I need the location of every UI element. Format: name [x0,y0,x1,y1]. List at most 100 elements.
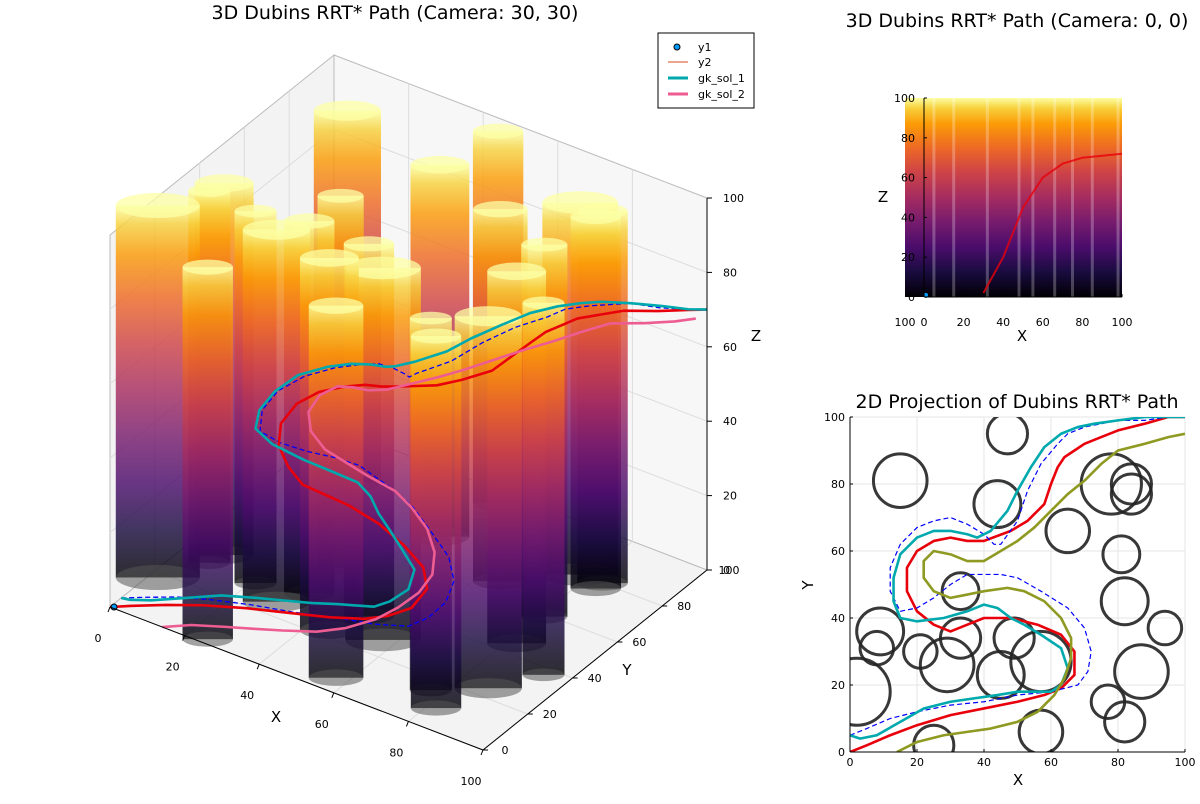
obstacle-cylinder-base [410,700,462,716]
x-axis-label-front: X [1017,327,1027,345]
y-tick-label: 80 [677,600,691,613]
x-axis-label-3d: X [271,708,281,726]
path-2d-series-2 [850,417,1185,736]
obstacle-cylinder-top [234,204,277,218]
y-tick-label-2d: 80 [831,478,845,491]
chart-title-3d-main: 3D Dubins RRT* Path (Camera: 30, 30) [212,2,579,24]
x-tick-label-2d: 40 [977,756,991,769]
chart-title-3d-front: 3D Dubins RRT* Path (Camera: 0, 0) [846,10,1189,32]
obstacle-cylinder-top [308,297,364,314]
obstacle-circle [985,417,1030,456]
obstacle-circle [1109,472,1154,516]
obstacle-circle [940,571,981,612]
obstacle-cylinder-top [410,155,470,174]
obstacle-cylinder-top [409,311,452,325]
y-axis-line [482,569,708,751]
y-tick-label: 60 [632,636,646,649]
legend: y1 y2 gk_sol_1 gk_sol_2 [657,32,755,109]
z-axis-label-3d: Z [751,327,761,345]
x-tick-label: 100 [461,775,482,788]
z-axis-label-front: Z [878,188,888,206]
obstacle-circle [912,723,956,752]
x-tick-mark [480,749,484,756]
obstacle-circle [938,616,983,660]
x-axis-line [109,606,484,751]
obstacle-cylinder-top [521,237,568,252]
obstacle-cylinder-top [472,123,524,139]
y-tick-label: 20 [543,708,557,721]
y-axis-label-2d: Y [799,580,817,591]
x-tick-label-2d: 100 [1175,756,1196,769]
front-x-tick-label: 80 [1075,316,1089,329]
front-z-tick-label: 40 [901,211,915,224]
front-x-tick-label: 0 [921,316,928,329]
z-tick-label: 40 [723,415,737,428]
obstacle-cylinder-body [182,267,233,640]
obstacle-cylinder-base [115,564,200,591]
obstacle-circle [1146,609,1184,647]
front-x-tick-label: 20 [957,316,971,329]
obstacle-circle [871,452,929,509]
chart-title-2d: 2D Projection of Dubins RRT* Path [856,391,1179,413]
obstacle-cylinder-body [410,336,462,709]
obstacle-cylinder-top [182,259,233,275]
obstacle-cylinder-top [454,306,522,327]
cylinder-edge-stripe [952,98,956,297]
path-3d-red [109,308,708,621]
x-axis-label-2d: X [1013,771,1023,789]
obstacle-circle [972,479,1023,530]
x-tick-label-2d: 80 [1111,756,1125,769]
front-x-tick-label: 40 [996,316,1010,329]
y-tick-label: 100 [719,564,740,577]
cylinder-projection-fill [905,98,1122,297]
cylinder-edge-stripe [1071,98,1074,297]
obstacle-cylinder-top [317,188,364,203]
obstacle-cylinder-top [410,328,462,344]
y-tick-label-2d: 20 [831,679,845,692]
x-tick-mark [107,606,111,613]
x-tick-label: 80 [389,746,403,759]
y-tick-label-2d: 100 [824,411,845,424]
x-tick-label: 60 [315,718,329,731]
path-3d-gk-sol-2 [162,317,696,633]
obstacle-cylinder-top [345,256,421,280]
z-tick-label: 60 [723,341,737,354]
y-tick-label-2d: 60 [831,545,845,558]
front-z-tick-label: 60 [901,172,915,185]
legend-label-y1: y1 [698,41,712,54]
obstacle-cylinder-base [522,668,565,682]
legend-label-y2: y2 [698,56,712,69]
obstacle-circle [1103,700,1147,744]
front-x-tick-label: 60 [1036,316,1050,329]
obstacle-cylinder-top [487,262,547,281]
front-z-tick-label: 0 [908,291,915,304]
y-tick-label-2d: 0 [838,746,845,759]
front-path-red [982,152,1123,294]
z-tick-label: 100 [723,192,744,205]
front-z-tick-label: 80 [901,132,915,145]
obstacle-cylinder-base [182,631,233,647]
cylinder-edge-stripe [932,98,936,297]
cylinder-edge-stripe [985,98,989,297]
cylinder-edge-stripe [1053,98,1057,297]
obstacle-circle [1044,507,1092,555]
obstacle-cylinder-base [454,678,522,699]
obstacle-circle [858,629,896,667]
obstacle-cylinder-base [345,628,421,652]
x-tick-mark [331,692,335,698]
cylinder-stripes [932,98,1120,297]
obstacle-cylinder-top [343,236,395,252]
legend-marker-y1 [673,43,681,51]
path-3d-gk-sol-1 [120,300,708,608]
legend-label-gk-sol-1: gk_sol_1 [698,72,745,85]
cylinder-edge-stripe [1031,98,1035,297]
overlapping-tick-label: 100 [895,316,916,329]
obstacle-circle [1101,534,1142,575]
cylinder-edge-stripe [1017,98,1021,297]
front-x-tick-label: 100 [1112,316,1133,329]
x-tick-mark [405,721,409,727]
path-2d-series-3 [850,417,1185,740]
obstacle-cylinder-top [472,200,528,218]
